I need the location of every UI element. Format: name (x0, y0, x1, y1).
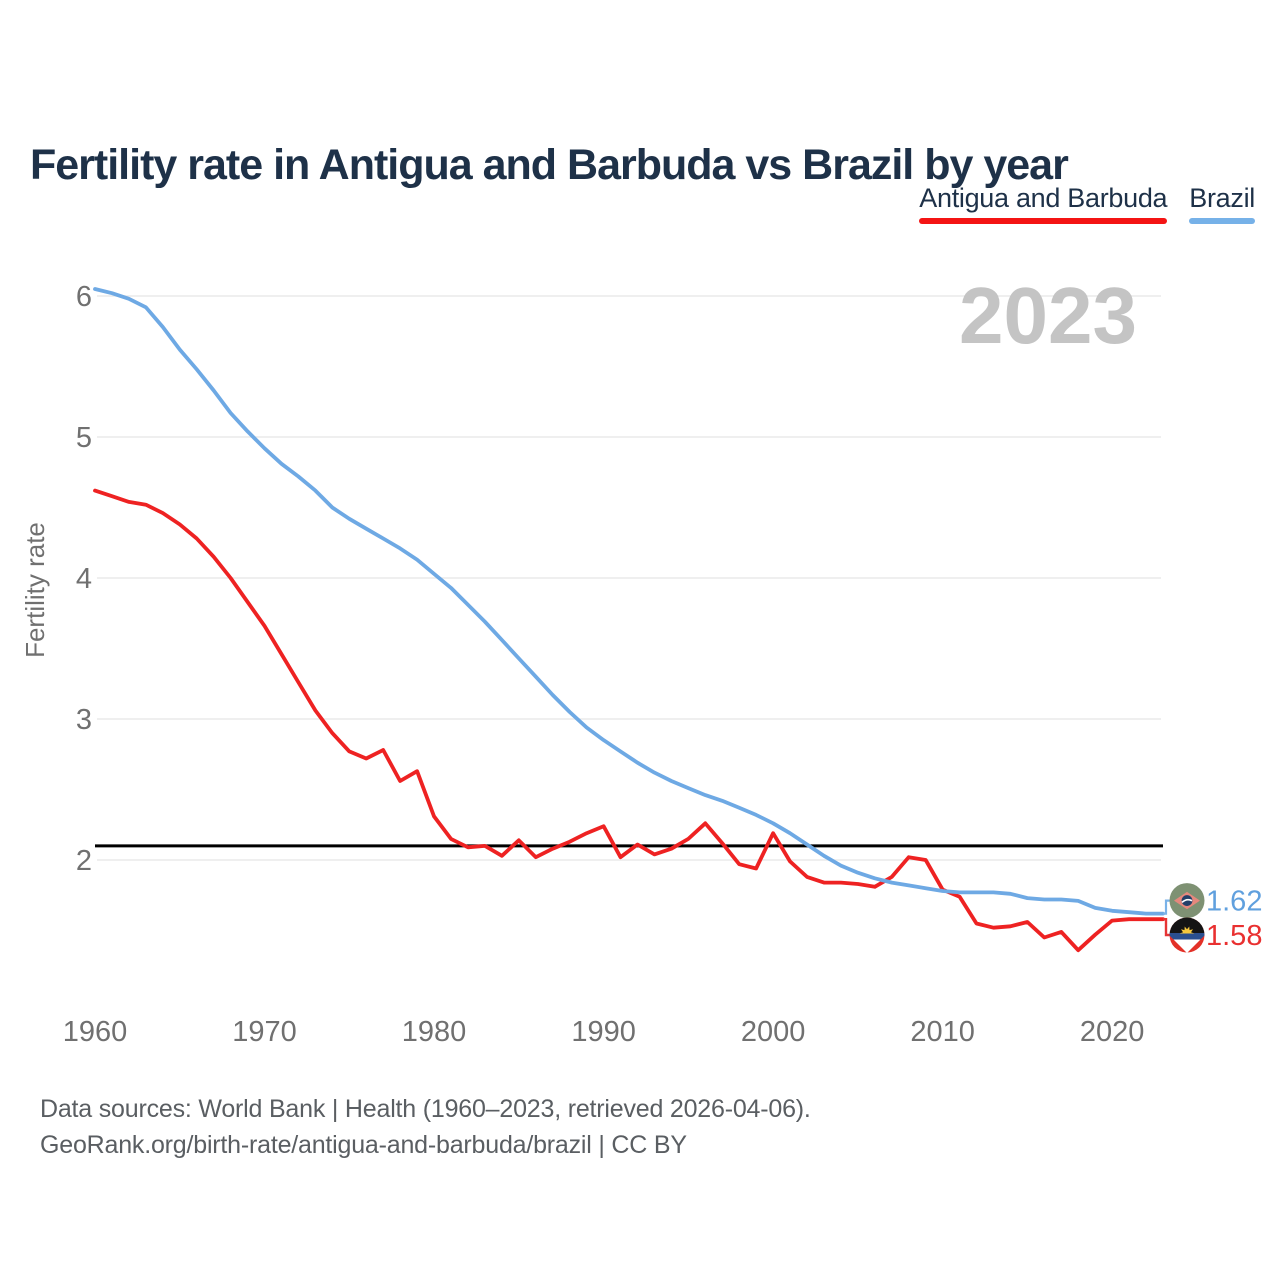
end-value-label-brazil: 1.62 (1206, 886, 1262, 918)
year-watermark: 2023 (959, 271, 1137, 360)
series-line-brazil[interactable] (93, 287, 1165, 916)
attribution-line: GeoRank.org/birth-rate/antigua-and-barbu… (40, 1131, 687, 1159)
y-tick-label: 6 (76, 281, 92, 313)
footer: Data sources: World Bank | Health (1960–… (40, 1091, 811, 1163)
y-tick-label: 4 (76, 563, 92, 595)
antigua-and-barbuda-flag-icon (1169, 917, 1205, 953)
y-tick-label: 5 (76, 422, 92, 454)
y-axis-title: Fertility rate (20, 522, 50, 658)
legend-underline-brazil (1189, 218, 1255, 224)
brazil-flag-icon (1169, 883, 1205, 919)
legend-underline-antigua-and-barbuda (919, 218, 1168, 224)
x-tick-label: 2020 (1080, 1016, 1145, 1048)
series-line-antigua-and-barbuda[interactable] (93, 488, 1165, 953)
data-sources-line: Data sources: World Bank | Health (1960–… (40, 1095, 811, 1123)
legend-item-antigua-and-barbuda[interactable]: Antigua and Barbuda (919, 183, 1168, 224)
x-tick-label: 1970 (232, 1016, 297, 1048)
legend-item-brazil[interactable]: Brazil (1189, 183, 1255, 224)
x-tick-label: 2010 (910, 1016, 975, 1048)
x-tick-label: 1960 (63, 1016, 128, 1048)
y-tick-label: 2 (76, 845, 92, 877)
legend: Antigua and Barbuda Brazil (919, 183, 1255, 224)
y-tick-label: 3 (76, 704, 92, 736)
x-tick-label: 2000 (741, 1016, 806, 1048)
leader-line-brazil (1163, 899, 1170, 915)
legend-label-antigua-and-barbuda: Antigua and Barbuda (919, 183, 1168, 213)
leader-line-antigua-and-barbuda (1163, 918, 1170, 937)
legend-label-brazil: Brazil (1189, 183, 1255, 213)
page-title: Fertility rate in Antigua and Barbuda vs… (30, 140, 1069, 189)
x-tick-label: 1990 (571, 1016, 636, 1048)
end-value-label-antigua-and-barbuda: 1.58 (1206, 920, 1262, 952)
x-tick-label: 1980 (402, 1016, 467, 1048)
